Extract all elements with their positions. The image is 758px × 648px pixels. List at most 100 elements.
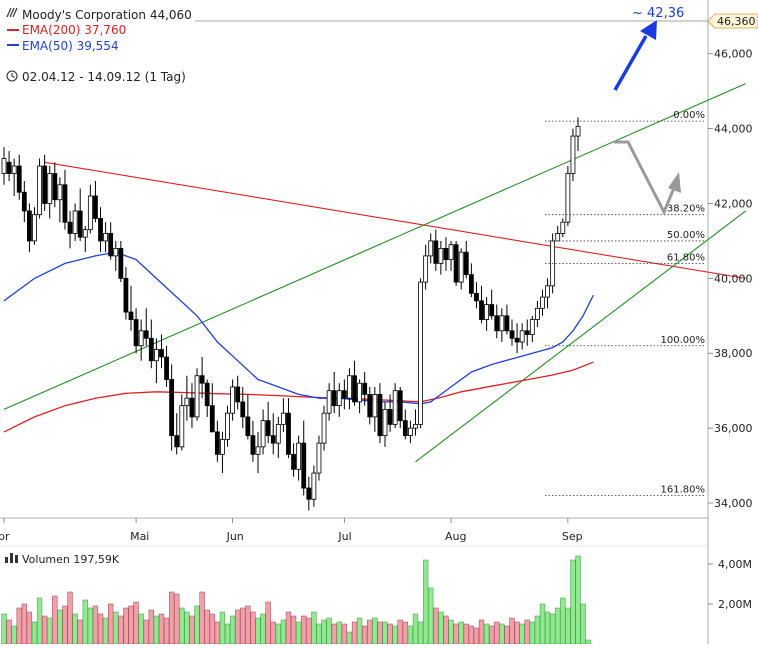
volume-bar bbox=[549, 613, 556, 645]
volume-bar bbox=[514, 621, 520, 645]
volume-bar bbox=[580, 603, 586, 645]
volume-bar bbox=[47, 617, 53, 645]
candle-body bbox=[367, 394, 373, 418]
volume-bar bbox=[214, 621, 221, 645]
volume-bar bbox=[565, 607, 571, 645]
volume-bar bbox=[402, 621, 408, 645]
x-tick-label: Aug bbox=[445, 530, 466, 543]
volume-bar bbox=[41, 615, 48, 645]
candle-body bbox=[199, 375, 205, 384]
volume-bar bbox=[519, 623, 525, 645]
candle-body bbox=[57, 184, 63, 201]
volume-bar bbox=[362, 625, 368, 645]
volume-bar bbox=[458, 621, 464, 645]
target-arrow-shaft bbox=[613, 35, 648, 91]
candle-body bbox=[286, 412, 291, 455]
candle-body bbox=[37, 165, 42, 216]
candle-body bbox=[240, 401, 246, 418]
x-tick-label: Sep bbox=[562, 530, 583, 543]
last-price-marker: 46,360 bbox=[707, 13, 758, 29]
settings-icon[interactable] bbox=[6, 7, 18, 18]
volume-bar bbox=[387, 623, 393, 645]
volume-bar bbox=[280, 619, 287, 645]
annotation-layer bbox=[613, 20, 681, 216]
volume-bar bbox=[489, 625, 495, 645]
candle-body bbox=[347, 375, 352, 399]
volume-bar bbox=[295, 621, 302, 645]
volume-bar bbox=[321, 619, 327, 645]
volume-bar bbox=[36, 597, 43, 645]
volume-bar bbox=[311, 611, 317, 645]
volume-bar bbox=[255, 617, 261, 645]
fib-level-label: 61.80% bbox=[667, 252, 705, 263]
candle-body bbox=[153, 349, 159, 362]
volume-bar bbox=[555, 607, 561, 645]
volume-bar bbox=[123, 607, 129, 645]
volume-tick-label: 4,00M bbox=[718, 558, 752, 571]
y-tick-label: 44,000 bbox=[714, 123, 753, 136]
candle-body bbox=[133, 319, 139, 347]
candle-body bbox=[306, 487, 312, 500]
candle-body bbox=[98, 218, 103, 242]
lines-layer bbox=[3, 83, 747, 463]
candle-body bbox=[575, 125, 581, 137]
volume-bar bbox=[260, 613, 266, 645]
candle-body bbox=[93, 195, 98, 219]
candle-body bbox=[555, 233, 561, 242]
volume-bar bbox=[62, 605, 68, 645]
volume-bar bbox=[341, 623, 348, 645]
candle-body bbox=[540, 296, 545, 309]
candle-body bbox=[479, 300, 484, 320]
volume-bar bbox=[57, 609, 63, 645]
candle-body bbox=[194, 375, 200, 418]
candle-body bbox=[108, 233, 114, 257]
volume-bar bbox=[240, 607, 246, 645]
candle-body bbox=[524, 330, 530, 335]
x-tick-label: pr bbox=[0, 530, 10, 543]
volume-bar bbox=[499, 623, 505, 645]
candle-body bbox=[443, 248, 449, 261]
y-tick-label: 38,000 bbox=[714, 347, 753, 360]
candle-body bbox=[87, 195, 93, 231]
ema50-label: EMA(50) 39,554 bbox=[22, 39, 119, 53]
candle-body bbox=[433, 240, 439, 264]
volume-bar bbox=[270, 621, 276, 645]
volume-bar bbox=[209, 613, 215, 645]
volume-bar bbox=[392, 625, 398, 645]
volume-bar bbox=[21, 603, 27, 645]
candle-body bbox=[245, 416, 251, 437]
candles-layer bbox=[1, 117, 581, 511]
volume-bar bbox=[184, 611, 190, 645]
y-tick-label: 42,000 bbox=[714, 197, 753, 210]
candle-body bbox=[504, 315, 510, 332]
volume-header: Volumen 197,59K bbox=[5, 553, 120, 566]
volume-tick-label: 2,00M bbox=[718, 598, 752, 611]
candle-body bbox=[377, 394, 383, 437]
volume-bar bbox=[163, 617, 170, 645]
fib-level-label: 38.20% bbox=[667, 204, 705, 215]
volume-bar bbox=[174, 593, 180, 645]
candle-body bbox=[453, 244, 459, 283]
volume-bar bbox=[443, 615, 449, 645]
candle-body bbox=[418, 281, 423, 425]
volume-bar bbox=[544, 611, 551, 645]
candle-body bbox=[448, 244, 454, 261]
volume-bar bbox=[433, 607, 439, 645]
volume-bar bbox=[245, 605, 251, 645]
volume-bar bbox=[168, 591, 175, 645]
volume-bar bbox=[356, 617, 363, 645]
x-tick-label: Mai bbox=[130, 530, 149, 543]
volume-bar bbox=[11, 625, 17, 645]
volume-bar bbox=[143, 619, 149, 645]
volume-bar bbox=[250, 611, 256, 645]
candle-body bbox=[225, 412, 230, 440]
candle-body bbox=[26, 210, 32, 242]
candle-body bbox=[148, 337, 154, 362]
volume-bar bbox=[118, 615, 124, 645]
candle-body bbox=[489, 304, 495, 317]
volume-bar bbox=[77, 619, 83, 645]
candle-body bbox=[392, 390, 398, 425]
fib-level-label: 50.00% bbox=[667, 230, 705, 241]
volume-label: Volumen 197,59K bbox=[22, 553, 120, 566]
